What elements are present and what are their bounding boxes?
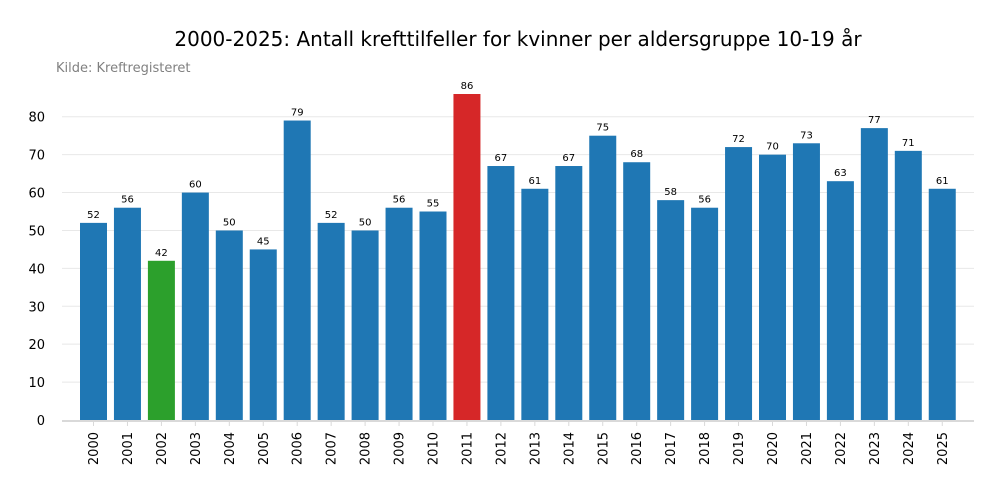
data-label-2015: 75	[596, 123, 609, 134]
x-tick-label-2019: 2019	[732, 432, 747, 465]
x-tick-label-2012: 2012	[494, 432, 509, 465]
bar-2005	[249, 249, 277, 420]
y-tick-label: 10	[28, 376, 45, 391]
bar-2021	[792, 143, 820, 420]
y-axis: 0 10 20 30 40 50 60 70 80	[28, 111, 974, 429]
data-label-2017: 58	[664, 187, 677, 198]
x-tick-label-2014: 2014	[562, 432, 577, 465]
data-label-2007: 52	[325, 210, 338, 221]
y-tick-label: 60	[28, 187, 45, 202]
data-label-2010: 55	[427, 199, 440, 210]
x-tick-label-2013: 2013	[528, 432, 543, 465]
bar-2003	[181, 192, 209, 420]
x-tick-label-2024: 2024	[902, 432, 917, 465]
x-tick-label-2023: 2023	[868, 432, 883, 465]
y-tick-label: 50	[28, 224, 45, 239]
bar-2010	[419, 211, 447, 420]
data-label-2019: 72	[732, 134, 745, 145]
data-label-2016: 68	[630, 149, 643, 160]
data-label-2009: 56	[393, 195, 406, 206]
x-tick-label-2008: 2008	[359, 432, 374, 465]
bar-2011	[453, 94, 481, 420]
bar-2020	[759, 154, 786, 420]
data-label-2024: 71	[902, 138, 915, 149]
data-label-2023: 77	[868, 115, 881, 126]
bar-2000	[80, 222, 107, 420]
y-tick-label: 30	[28, 300, 45, 315]
x-tick-label-2020: 2020	[766, 432, 781, 465]
data-labels: 52 56 42 60 50 45 79 52 50 56 55 86 67 61 67 75 68 58 56 72…	[87, 81, 948, 259]
bar-2024	[894, 150, 922, 421]
y-tick-label: 70	[28, 149, 45, 164]
x-tick-label-2003: 2003	[189, 432, 204, 465]
data-label-2022: 63	[834, 168, 847, 179]
y-tick-label: 40	[28, 262, 45, 277]
data-label-2012: 67	[495, 153, 508, 164]
x-axis: 2000 2001 2002 2003 2004 2005 2006 2007 2008 2009…	[87, 422, 951, 465]
bar-2023	[860, 128, 888, 420]
data-label-2006: 79	[291, 108, 304, 119]
bar-2014	[555, 166, 583, 420]
x-tick-label-2006: 2006	[291, 432, 306, 465]
data-label-2021: 73	[800, 130, 813, 141]
data-label-2025: 61	[936, 176, 949, 187]
x-tick-label-2021: 2021	[800, 432, 815, 465]
bar-2016	[623, 162, 651, 421]
bar-2018	[691, 207, 719, 420]
bar-2013	[521, 188, 549, 420]
data-label-2013: 61	[528, 176, 541, 187]
x-tick-label-2001: 2001	[121, 432, 136, 465]
bar-2002	[147, 260, 175, 420]
x-tick-label-2007: 2007	[325, 432, 340, 465]
bar-2012	[487, 166, 515, 420]
x-tick-label-2025: 2025	[936, 432, 951, 465]
x-tick-label-2015: 2015	[596, 432, 611, 465]
x-tick-label-2022: 2022	[834, 432, 849, 465]
x-tick-label-2009: 2009	[393, 432, 408, 465]
x-tick-label-2017: 2017	[664, 432, 679, 465]
x-tick-label-2010: 2010	[427, 432, 442, 465]
bar-2019	[725, 147, 753, 420]
bar-2025	[928, 188, 956, 420]
y-tick-label: 20	[28, 338, 45, 353]
chart-subtitle: Kilde: Kreftregisteret	[56, 61, 190, 76]
bar-2009	[385, 207, 413, 420]
x-tick-label-2016: 2016	[630, 432, 645, 465]
data-label-2000: 52	[87, 210, 100, 221]
x-tick-label-2002: 2002	[155, 432, 170, 465]
bar-2008	[351, 230, 379, 420]
x-tick-label-2018: 2018	[698, 432, 713, 465]
data-label-2003: 60	[189, 180, 202, 191]
data-label-2004: 50	[223, 217, 236, 228]
gridlines	[62, 116, 974, 383]
data-label-2001: 56	[121, 195, 134, 206]
bar-2004	[215, 230, 243, 420]
y-tick-label: 80	[28, 111, 45, 126]
data-label-2014: 67	[562, 153, 575, 164]
y-tick-label: 0	[37, 414, 45, 429]
data-label-2018: 56	[698, 195, 711, 206]
bar-2001	[113, 207, 141, 420]
data-label-2002: 42	[155, 248, 168, 259]
data-label-2011: 86	[461, 81, 474, 92]
x-tick-label-2011: 2011	[460, 432, 475, 465]
data-label-2008: 50	[359, 217, 372, 228]
x-tick-label-2004: 2004	[223, 432, 238, 465]
x-tick-label-2000: 2000	[87, 432, 102, 465]
x-tick-label-2005: 2005	[257, 432, 272, 465]
bars	[80, 94, 956, 421]
bar-2015	[589, 135, 617, 420]
bar-2022	[826, 181, 854, 420]
bar-2007	[317, 222, 345, 420]
data-label-2005: 45	[257, 236, 270, 247]
data-label-2020: 70	[766, 142, 779, 153]
chart-title: 2000-2025: Antall krefttilfeller for kvi…	[174, 27, 862, 51]
bar-2006	[283, 120, 311, 420]
bar-2017	[657, 200, 685, 420]
